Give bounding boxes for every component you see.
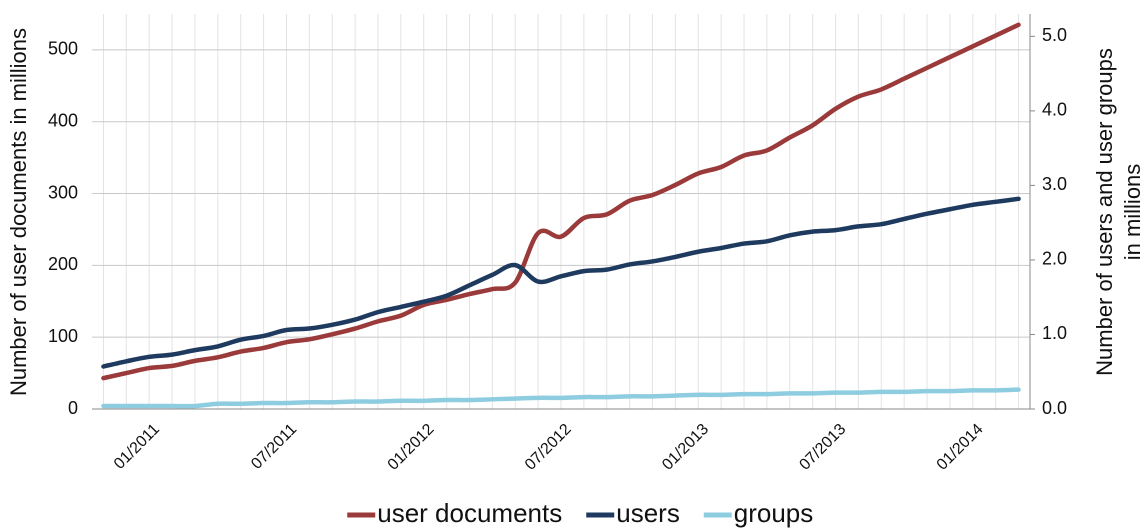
x-tick-label: 07/2013 <box>796 421 849 474</box>
x-tick-label: 07/2012 <box>522 421 575 474</box>
x-tick-label: 07/2011 <box>248 421 300 473</box>
y2-tick-label: 2.0 <box>1042 249 1067 269</box>
y2-tick-label: 0.0 <box>1042 398 1067 418</box>
x-tick-label: 01/2012 <box>385 421 438 474</box>
x-tick-label: 01/2011 <box>111 421 163 473</box>
y-tick-label: 200 <box>48 254 78 274</box>
x-tick-label: 01/2014 <box>934 421 987 474</box>
y-tick-label: 500 <box>48 39 78 59</box>
x-tick-label: 01/2013 <box>659 421 712 474</box>
legend-label: users <box>616 498 680 528</box>
legend-label: groups <box>734 498 814 528</box>
y-axis-label: Number of user documents in millions <box>6 28 31 396</box>
y2-tick-label: 1.0 <box>1042 323 1067 343</box>
y2-tick-label: 3.0 <box>1042 174 1067 194</box>
series-line <box>101 22 1021 381</box>
y-tick-label: 300 <box>48 182 78 202</box>
y-tick-label: 100 <box>48 326 78 346</box>
y-tick-label: 0 <box>68 398 78 418</box>
y2-axis-label: Number of users and user groups <box>1092 48 1117 376</box>
series-line <box>101 387 1021 409</box>
legend-label: user documents <box>377 498 562 528</box>
series-line <box>101 196 1021 369</box>
y2-tick-label: 5.0 <box>1042 25 1067 45</box>
y2-tick-label: 4.0 <box>1042 100 1067 120</box>
y-tick-label: 400 <box>48 110 78 130</box>
y2-axis-label: in millions <box>1120 164 1145 261</box>
